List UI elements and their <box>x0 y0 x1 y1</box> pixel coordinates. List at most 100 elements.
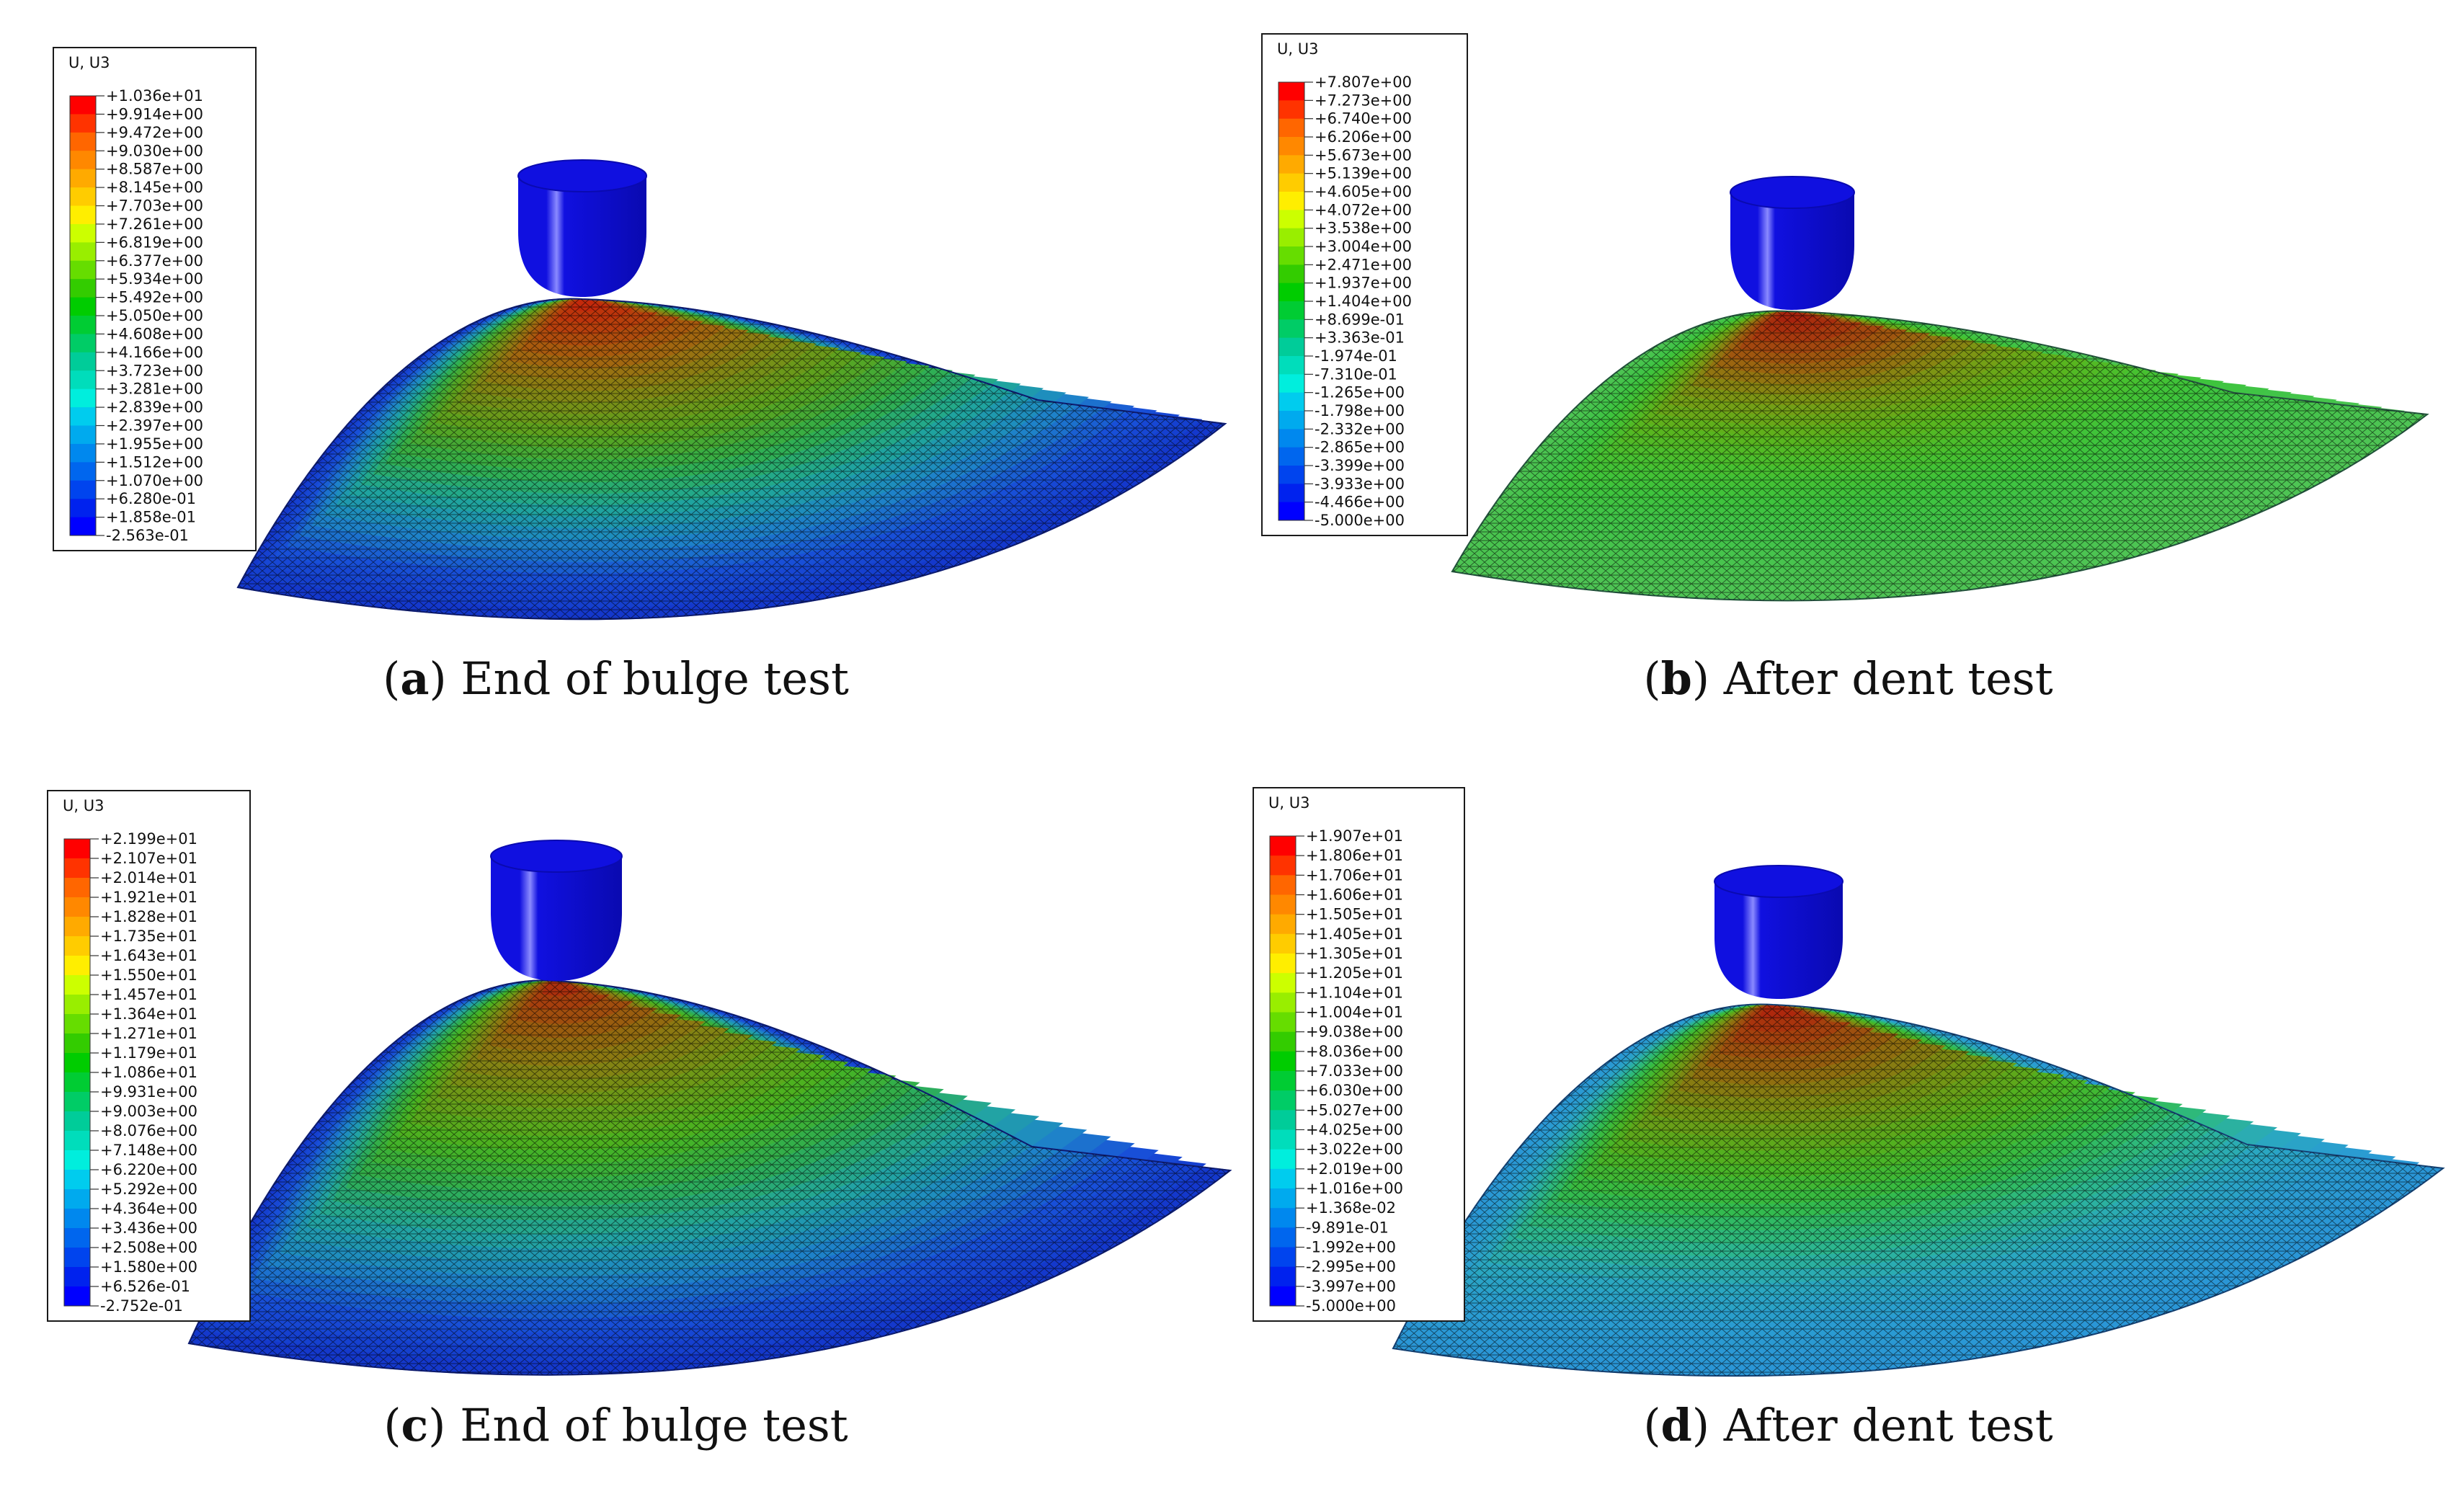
legend-band <box>1278 356 1304 375</box>
legend-band <box>1278 447 1304 466</box>
legend-band <box>64 1286 90 1307</box>
legend-band <box>70 443 96 463</box>
caption: (c) End of bulge test <box>383 1399 848 1452</box>
legend-label: -3.997e+00 <box>1306 1278 1396 1295</box>
legend-label: +1.505e+01 <box>1306 906 1403 923</box>
legend-band <box>1270 1247 1296 1268</box>
legend-band <box>70 169 96 188</box>
panel-b: U, U3 +7.807e+00 +7.273e+00 +6.740e+00 +6.2… <box>1232 0 2464 753</box>
legend-label: +2.107e+01 <box>100 850 197 867</box>
legend-label: +6.280e-01 <box>106 490 196 507</box>
legend-label: +2.839e+00 <box>106 399 203 416</box>
legend-band <box>64 1111 90 1132</box>
legend-band <box>70 205 96 225</box>
legend-label: +2.019e+00 <box>1306 1160 1403 1178</box>
legend-band <box>1270 855 1296 876</box>
legend-band <box>70 279 96 298</box>
legend-label: +7.703e+00 <box>106 197 203 215</box>
legend-label: +1.937e+00 <box>1315 275 1412 292</box>
legend-band <box>1270 992 1296 1013</box>
legend-band <box>1270 1012 1296 1033</box>
legend-band <box>1270 1031 1296 1052</box>
legend-band <box>70 114 96 133</box>
legend-band <box>64 839 90 859</box>
legend-label: +1.735e+01 <box>100 928 197 945</box>
legend-label: -1.974e-01 <box>1315 347 1397 365</box>
legend-label: -1.992e+00 <box>1306 1239 1396 1256</box>
legend-label: +5.292e+00 <box>100 1181 197 1198</box>
legend-label: +7.148e+00 <box>100 1142 197 1159</box>
legend-label: +6.030e+00 <box>1306 1082 1403 1099</box>
contour-plot <box>236 159 1227 621</box>
legend-label: -7.310e-01 <box>1315 365 1397 383</box>
legend-label: +6.526e-01 <box>100 1278 190 1295</box>
legend-band <box>70 187 96 206</box>
legend-label: +1.016e+00 <box>1306 1180 1403 1197</box>
legend-band <box>70 499 96 518</box>
legend-label: +4.025e+00 <box>1306 1121 1403 1139</box>
legend-band <box>1278 246 1304 265</box>
legend-label: +1.512e+00 <box>106 453 203 471</box>
legend-label: +3.363e-01 <box>1315 329 1405 347</box>
dome-outline <box>1392 1003 2445 1377</box>
color-legend: U, U3 +1.907e+01 +1.806e+01 +1.706e+01 +1.6… <box>1253 787 1465 1322</box>
legend-label: +5.050e+00 <box>106 307 203 324</box>
legend-label: -5.000e+00 <box>1315 512 1405 529</box>
legend-label: +4.364e+00 <box>100 1200 197 1217</box>
legend-label: +6.206e+00 <box>1315 128 1412 146</box>
legend-title: U, U3 <box>68 54 110 71</box>
legend-scale: +1.036e+01+9.914e+00+9.472e+00+9.030e+00… <box>69 87 203 544</box>
legend-band <box>70 370 96 390</box>
legend-band <box>64 1072 90 1093</box>
caption: (d) After dent test <box>1643 1399 2053 1452</box>
legend-label: +1.580e+00 <box>100 1258 197 1276</box>
legend-band <box>70 517 96 536</box>
legend-label: -2.332e+00 <box>1315 420 1405 437</box>
legend-label: +4.605e+00 <box>1315 183 1412 200</box>
legend-label: +1.405e+01 <box>1306 925 1403 943</box>
legend-label: +2.014e+01 <box>100 869 197 886</box>
legend-label: -3.399e+00 <box>1315 457 1405 474</box>
legend-band <box>1270 875 1296 895</box>
contour-plot <box>187 840 1232 1376</box>
caption-text: After dent test <box>1723 652 2053 705</box>
caption: (a) End of bulge test <box>383 652 849 705</box>
legend-band <box>1278 173 1304 192</box>
legend-band <box>70 96 96 115</box>
legend-band <box>64 1209 90 1229</box>
legend-band <box>70 151 96 170</box>
legend-band <box>70 407 96 426</box>
legend-label: +1.606e+01 <box>1306 886 1403 904</box>
legend-label: +1.404e+00 <box>1315 293 1412 310</box>
color-legend: U, U3 +7.807e+00 +7.273e+00 +6.740e+00 +6.2… <box>1261 33 1468 536</box>
legend-label: +9.472e+00 <box>106 124 203 141</box>
legend-band <box>64 1053 90 1073</box>
legend-label: -9.891e-01 <box>1306 1219 1389 1236</box>
legend-label: +3.004e+00 <box>1315 238 1412 255</box>
indenter-top <box>490 840 623 873</box>
indenter <box>517 159 647 297</box>
legend-band <box>1270 894 1296 915</box>
legend-band <box>64 917 90 937</box>
legend-band <box>64 1131 90 1151</box>
legend-label: +9.038e+00 <box>1306 1023 1403 1041</box>
panel-a: U, U3 +1.036e+01 +9.914e+00 +9.472e+00 +9.0… <box>0 0 1232 753</box>
indenter <box>1714 865 1843 999</box>
legend-band <box>64 1150 90 1170</box>
caption: (b) After dent test <box>1643 652 2053 705</box>
legend-label: +5.027e+00 <box>1306 1101 1403 1119</box>
caption-text: End of bulge test <box>461 652 849 705</box>
legend-band <box>64 1189 90 1209</box>
legend-label: -2.752e-01 <box>100 1297 183 1315</box>
legend-band <box>70 260 96 280</box>
legend-label: +9.030e+00 <box>106 142 203 159</box>
legend-label: +1.004e+01 <box>1306 1004 1403 1021</box>
legend-label: +1.179e+01 <box>100 1044 197 1062</box>
legend-band <box>1270 973 1296 993</box>
legend-band <box>1270 1051 1296 1072</box>
legend-scale: +1.907e+01 +1.806e+01 +1.706e+01 +1.606e+01… <box>1269 827 1403 1315</box>
legend-band <box>1270 1110 1296 1130</box>
legend-band <box>1270 1188 1296 1209</box>
legend-band <box>1278 264 1304 284</box>
contour-plot <box>1392 865 2445 1377</box>
